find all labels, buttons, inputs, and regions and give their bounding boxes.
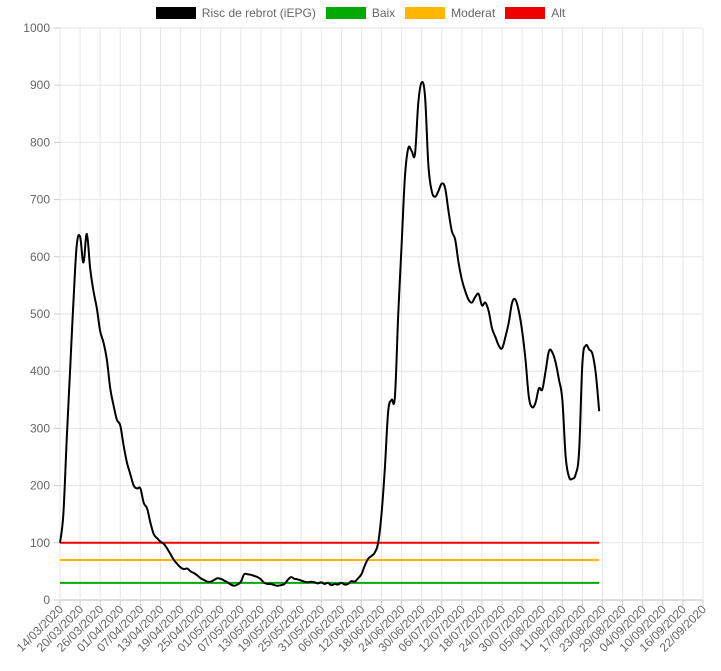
- chart-series: [59, 81, 601, 587]
- legend-swatch-risc: [155, 7, 196, 19]
- chart-legend: Risc de rebrot (iEPG) Baix Moderat Alt: [0, 2, 721, 24]
- series-line-risc-de-rebrot-iepg: [59, 81, 601, 587]
- y-tick-label: 700: [30, 193, 50, 207]
- x-axis: 14/03/202020/03/202026/03/202001/04/2020…: [14, 600, 709, 655]
- y-axis: 0 100 200 300 400 500 600 700 800 900 1000: [23, 21, 60, 607]
- legend-label-risc: Risc de rebrot (iEPG): [201, 6, 316, 20]
- legend-swatch-alt: [505, 7, 546, 19]
- legend-swatch-baix: [325, 7, 366, 19]
- legend-label-alt: Alt: [551, 6, 566, 20]
- y-tick-label: 0: [43, 593, 50, 607]
- y-tick-label: 400: [30, 364, 50, 378]
- legend-label-moderat: Moderat: [451, 6, 496, 20]
- legend-label-baix: Baix: [371, 6, 396, 20]
- y-tick-label: 1000: [23, 21, 50, 35]
- y-tick-label: 800: [30, 135, 50, 149]
- legend-item-baix[interactable]: Baix: [325, 6, 396, 20]
- y-tick-label: 500: [30, 307, 50, 321]
- y-tick-label: 300: [30, 421, 50, 435]
- y-tick-label: 900: [30, 78, 50, 92]
- y-tick-label: 200: [30, 479, 50, 493]
- legend-swatch-moderat: [405, 7, 446, 19]
- legend-item-alt[interactable]: Alt: [505, 6, 565, 20]
- y-tick-label: 100: [30, 536, 50, 550]
- legend-item-risc[interactable]: Risc de rebrot (iEPG): [155, 6, 316, 20]
- y-tick-label: 600: [30, 250, 50, 264]
- legend-item-moderat[interactable]: Moderat: [405, 6, 495, 20]
